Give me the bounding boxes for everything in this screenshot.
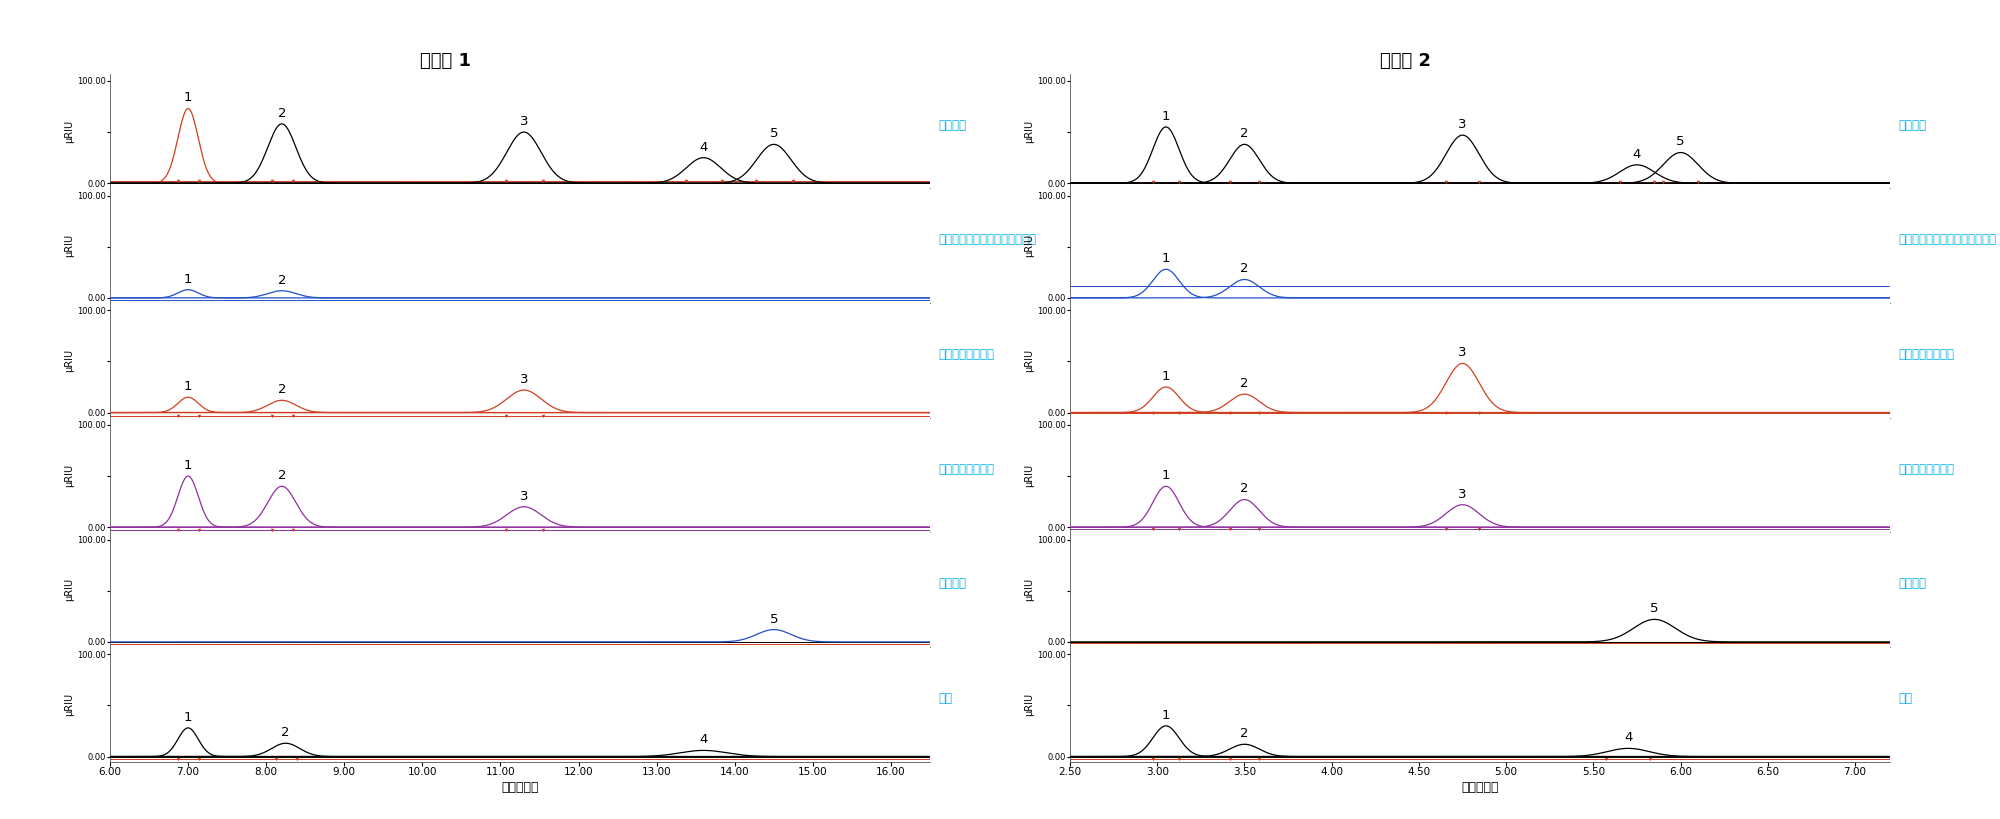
Text: 1: 1 bbox=[1162, 469, 1170, 482]
Y-axis label: μRIU: μRIU bbox=[1024, 693, 1034, 716]
Text: パン: パン bbox=[1898, 692, 1912, 705]
Text: 2: 2 bbox=[1240, 262, 1248, 275]
Text: 4: 4 bbox=[700, 141, 708, 154]
Text: 1: 1 bbox=[184, 459, 192, 472]
Text: 4: 4 bbox=[1632, 147, 1642, 161]
Text: カラム 2: カラム 2 bbox=[1380, 52, 1432, 70]
Text: 5: 5 bbox=[770, 127, 778, 140]
X-axis label: 時間（分）: 時間（分） bbox=[502, 781, 538, 794]
Y-axis label: μRIU: μRIU bbox=[64, 120, 74, 143]
Text: 3: 3 bbox=[520, 115, 528, 128]
Text: 標準試料: 標準試料 bbox=[938, 119, 966, 132]
Y-axis label: μRIU: μRIU bbox=[1024, 120, 1034, 143]
Text: 1: 1 bbox=[184, 380, 192, 393]
Text: 5: 5 bbox=[1650, 602, 1658, 615]
Text: 3: 3 bbox=[1458, 346, 1466, 360]
Y-axis label: μRIU: μRIU bbox=[1024, 464, 1034, 486]
Text: 2: 2 bbox=[278, 469, 286, 482]
Text: 1: 1 bbox=[1162, 252, 1170, 265]
Text: 3: 3 bbox=[1458, 487, 1466, 500]
Text: 2: 2 bbox=[278, 106, 286, 120]
Text: 4: 4 bbox=[700, 733, 708, 746]
Text: 1: 1 bbox=[184, 711, 192, 724]
Text: 2: 2 bbox=[278, 383, 286, 396]
Y-axis label: μRIU: μRIU bbox=[1024, 234, 1034, 257]
Text: 1: 1 bbox=[1162, 370, 1170, 383]
Text: オーガニックミックスジュース: オーガニックミックスジュース bbox=[1898, 233, 1996, 247]
Text: 1: 1 bbox=[1162, 110, 1170, 123]
Text: オーガニックミックスジュース: オーガニックミックスジュース bbox=[938, 233, 1036, 247]
Y-axis label: μRIU: μRIU bbox=[1024, 578, 1034, 601]
Text: パン: パン bbox=[938, 692, 952, 705]
Text: カラム 1: カラム 1 bbox=[420, 52, 472, 70]
Text: 5: 5 bbox=[770, 613, 778, 626]
Text: 2: 2 bbox=[278, 274, 286, 287]
Y-axis label: μRIU: μRIU bbox=[64, 578, 74, 601]
Text: 3: 3 bbox=[520, 373, 528, 386]
Text: オレンジジュース: オレンジジュース bbox=[938, 348, 994, 361]
Y-axis label: μRIU: μRIU bbox=[64, 349, 74, 372]
Y-axis label: μRIU: μRIU bbox=[1024, 349, 1034, 372]
Text: 3: 3 bbox=[1458, 118, 1466, 131]
Text: 1: 1 bbox=[1162, 708, 1170, 722]
Text: 2: 2 bbox=[1240, 127, 1248, 140]
Y-axis label: μRIU: μRIU bbox=[64, 693, 74, 716]
Text: 2: 2 bbox=[1240, 377, 1248, 390]
Y-axis label: μRIU: μRIU bbox=[64, 464, 74, 486]
Text: 3: 3 bbox=[520, 490, 528, 503]
Text: 4: 4 bbox=[1624, 731, 1632, 744]
Text: スポーツドリンク: スポーツドリンク bbox=[938, 463, 994, 476]
Text: 1: 1 bbox=[184, 273, 192, 286]
Text: 2: 2 bbox=[282, 726, 290, 740]
Text: 標準試料: 標準試料 bbox=[1898, 119, 1926, 132]
Text: 無脂肪乳: 無脂肪乳 bbox=[1898, 577, 1926, 590]
Text: スポーツドリンク: スポーツドリンク bbox=[1898, 463, 1954, 476]
Text: 1: 1 bbox=[184, 92, 192, 105]
X-axis label: 時間（分）: 時間（分） bbox=[1462, 781, 1498, 794]
Y-axis label: μRIU: μRIU bbox=[64, 234, 74, 257]
Text: 2: 2 bbox=[1240, 482, 1248, 495]
Text: 5: 5 bbox=[1676, 135, 1684, 148]
Text: オレンジジュース: オレンジジュース bbox=[1898, 348, 1954, 361]
Text: 無脂肪乳: 無脂肪乳 bbox=[938, 577, 966, 590]
Text: 2: 2 bbox=[1240, 727, 1248, 740]
